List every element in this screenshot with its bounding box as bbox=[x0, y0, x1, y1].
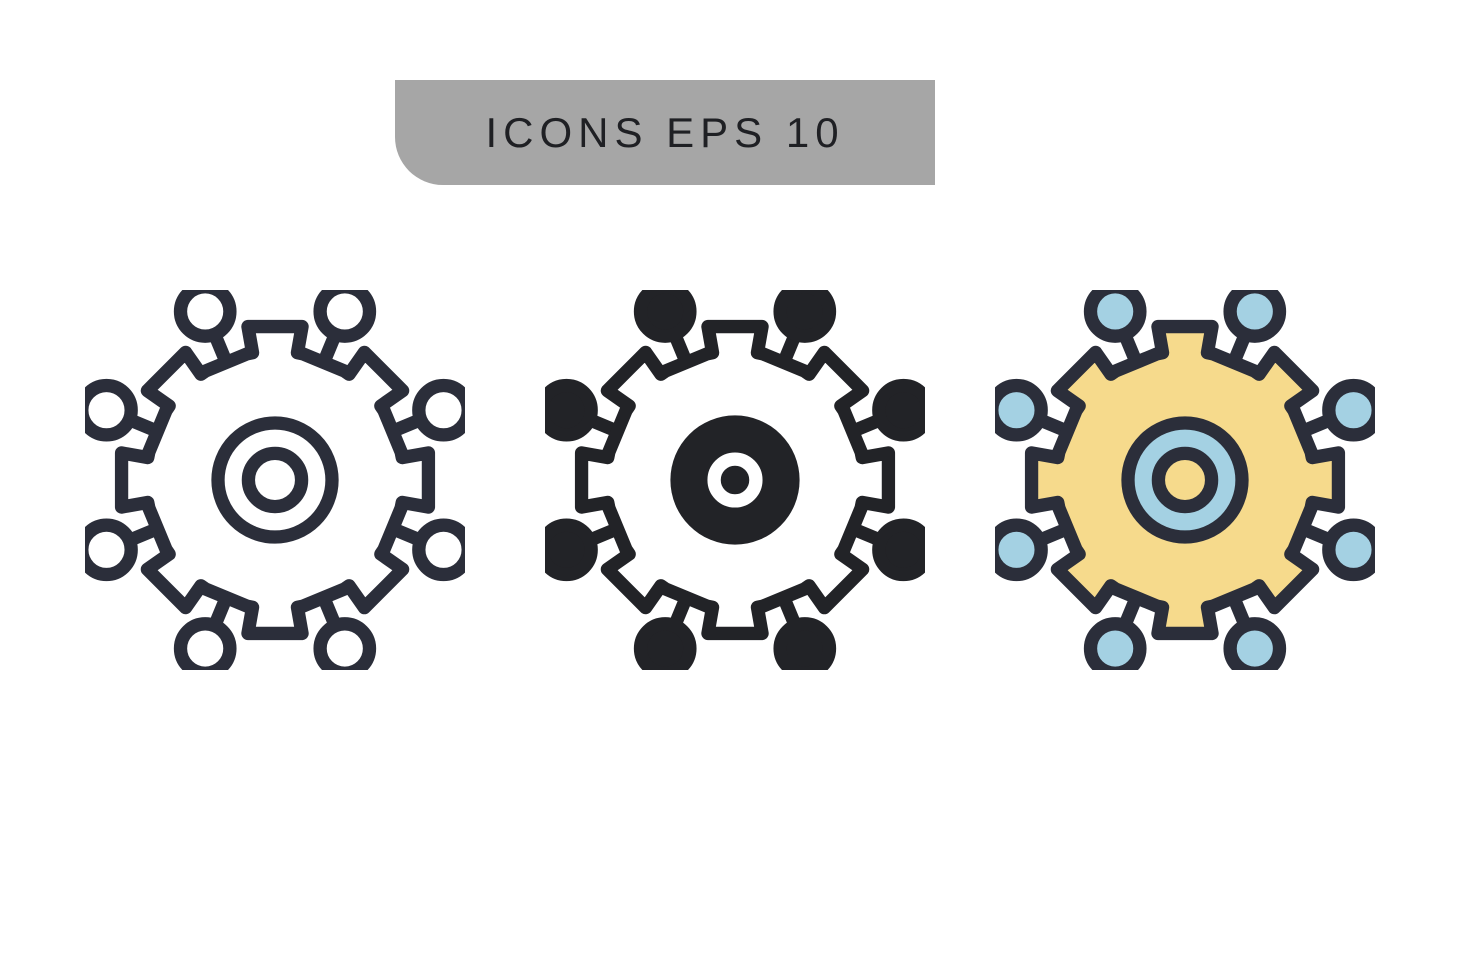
title-banner: ICONS EPS 10 bbox=[395, 80, 935, 185]
gear-network-color-icon bbox=[995, 290, 1375, 670]
title-text: ICONS EPS 10 bbox=[485, 109, 844, 157]
gear-network-outline-icon bbox=[85, 290, 465, 670]
stage: ICONS EPS 10 bbox=[0, 0, 1470, 980]
gear-network-solid-icon bbox=[545, 290, 925, 670]
